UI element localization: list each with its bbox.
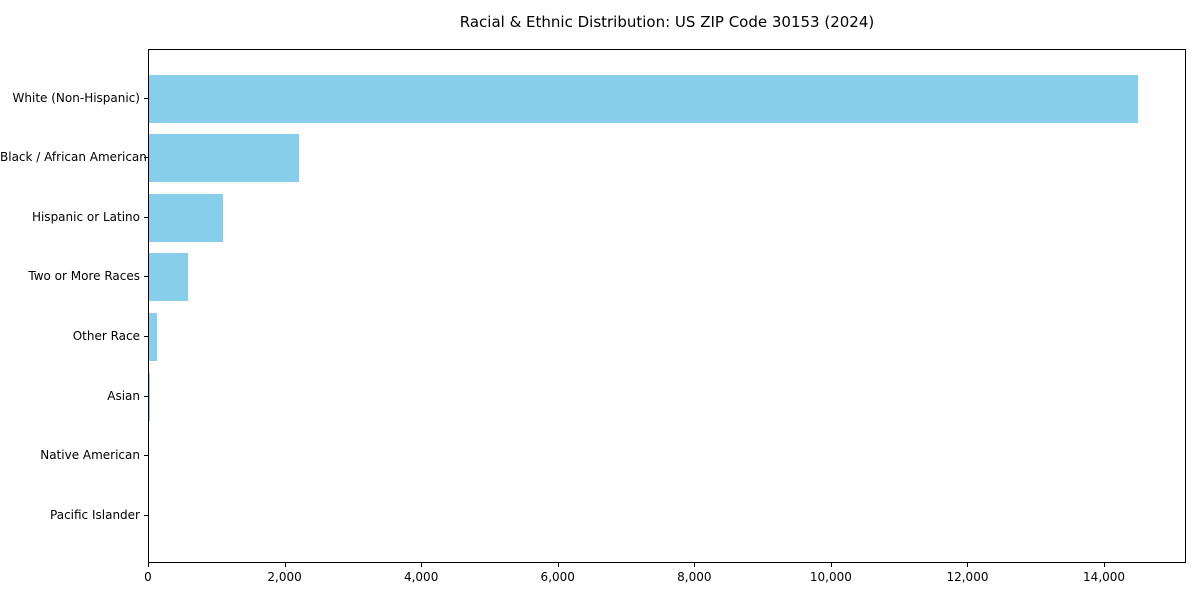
y-axis-label: Other Race [72,329,140,344]
x-axis-tick [148,563,149,567]
x-axis-tick [421,563,423,567]
y-axis-label: Native American [40,448,140,463]
y-axis-tick [144,276,148,278]
x-axis-tick-label: 0 [144,570,152,584]
x-axis-tick [557,563,559,567]
bar [149,193,223,242]
x-axis-tick [1104,563,1106,567]
bar [149,253,188,302]
y-axis-label: Pacific Islander [50,507,140,522]
y-axis-tick [144,455,148,457]
y-axis-label: White (Non-Hispanic) [12,90,140,105]
x-axis-tick-label: 14,000 [1083,570,1126,584]
x-axis-tick [694,563,696,567]
x-axis-tick-label: 8,000 [677,570,712,584]
x-axis-tick [967,563,969,567]
y-axis-label: Asian [107,388,140,403]
y-axis-tick [144,97,148,99]
y-axis-tick [144,216,148,218]
plot-area [148,49,1186,563]
y-axis-tick [144,336,148,338]
bar [149,313,158,362]
y-axis-label: Hispanic or Latino [31,209,140,224]
y-axis-tick [144,157,148,159]
chart-title: Racial & Ethnic Distribution: US ZIP Cod… [459,13,875,31]
bar [149,134,299,183]
x-axis-tick-label: 6,000 [540,570,575,584]
x-axis-tick-label: 4,000 [403,570,439,584]
y-axis-label: Black / African American [0,150,147,165]
bar [149,372,151,421]
x-axis-tick-label: 2,000 [267,570,302,584]
bar [149,74,1138,123]
x-axis-tick-label: 12,000 [946,570,989,584]
y-axis-tick [144,395,148,397]
x-axis-tick [830,563,832,567]
x-axis-tick [284,563,286,567]
x-axis-tick-label: 10,000 [809,570,852,584]
y-axis-tick [144,514,148,516]
y-axis-label: Two or More Races [28,269,140,284]
